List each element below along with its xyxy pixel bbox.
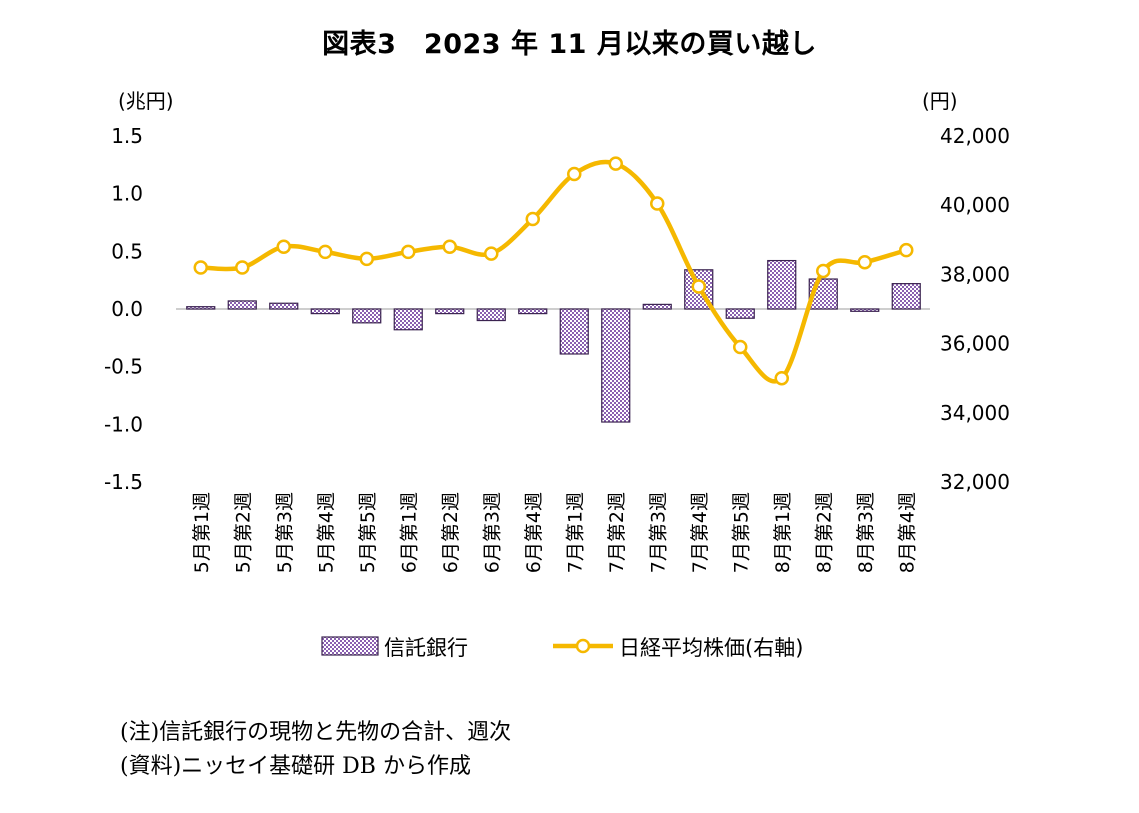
category-label: 7月第3週 [647, 492, 669, 573]
right-axis-unit: (円) [922, 89, 958, 113]
line-point [318, 244, 333, 260]
left-tick-label: -1.5 [104, 470, 143, 494]
bar [227, 300, 257, 310]
bar [269, 302, 299, 310]
left-tick-label: 1.5 [111, 124, 143, 148]
category-label: 6月第1週 [398, 492, 420, 573]
bar [767, 259, 797, 310]
left-tick-label: 0.0 [111, 297, 143, 321]
legend-bar-swatch [321, 636, 379, 656]
right-tick-label: 42,000 [940, 124, 1010, 148]
bar [393, 308, 423, 331]
category-label: 5月第3週 [274, 492, 296, 573]
line-point [401, 244, 416, 260]
legend-line-marker [575, 638, 591, 654]
bar [435, 308, 465, 315]
legend: 信託銀行 日経平均株価(右軸) [321, 636, 803, 660]
source-line: (資料)ニッセイ基礎研 DB から作成 [120, 754, 471, 779]
notes: (注)信託銀行の現物と先物の合計、週次 (資料)ニッセイ基礎研 DB から作成 [120, 716, 511, 784]
line-point [567, 166, 582, 182]
bar [186, 306, 216, 310]
left-tick-label: 0.5 [111, 239, 143, 263]
line-point [276, 239, 291, 254]
bar [601, 308, 631, 423]
left-axis-unit: (兆円) [118, 89, 174, 113]
legend-bar-label: 信託銀行 [384, 636, 468, 660]
category-label: 6月第3週 [481, 492, 503, 573]
bar [518, 308, 548, 315]
line-point [525, 211, 540, 227]
category-label: 5月第1週 [191, 492, 213, 573]
line-point [816, 263, 831, 279]
line-point [774, 370, 789, 386]
bar [891, 283, 921, 310]
right-axis-ticks: 42,000 40,000 38,000 36,000 34,000 32,000 [940, 124, 1010, 494]
category-label: 7月第5週 [730, 492, 752, 573]
left-tick-label: 1.0 [111, 182, 143, 206]
category-label: 8月第4週 [896, 492, 918, 573]
bar [725, 308, 755, 319]
left-tick-label: -1.0 [104, 412, 143, 436]
bar [310, 308, 340, 315]
category-label: 8月第1週 [772, 492, 794, 573]
category-label: 6月第4週 [523, 492, 545, 573]
line-point [733, 339, 748, 355]
line-point [193, 260, 208, 275]
category-label: 7月第2週 [606, 492, 628, 573]
category-label: 7月第1週 [564, 492, 586, 573]
line-point [442, 239, 457, 254]
bar [642, 303, 672, 310]
category-label: 5月第4週 [315, 492, 337, 573]
category-label: 8月第3週 [855, 492, 877, 573]
category-label: 7月第4週 [689, 492, 711, 573]
line-series [193, 156, 914, 386]
line-point [691, 279, 706, 294]
line-point [359, 251, 374, 267]
category-label: 5月第5週 [357, 492, 379, 573]
line-point [899, 242, 914, 258]
note-line: (注)信託銀行の現物と先物の合計、週次 [120, 720, 512, 745]
right-tick-label: 34,000 [940, 401, 1010, 425]
line-point [235, 260, 250, 275]
right-tick-label: 32,000 [940, 470, 1010, 494]
line-point [608, 156, 623, 171]
left-axis-ticks: 1.5 1.0 0.5 0.0 -0.5 -1.0 -1.5 [104, 124, 143, 494]
category-label: 5月第2週 [232, 492, 254, 573]
right-tick-label: 38,000 [940, 262, 1010, 286]
bar [352, 308, 382, 324]
line-point [650, 196, 665, 211]
right-tick-label: 36,000 [940, 332, 1010, 356]
line-path [200, 159, 907, 384]
category-label: 6月第2週 [440, 492, 462, 573]
chart-title: 図表3 2023 年 11 月以来の買い越し [322, 29, 817, 60]
bar-series [186, 259, 921, 423]
bar [850, 308, 880, 312]
left-tick-label: -0.5 [104, 355, 143, 379]
category-label: 8月第2週 [813, 492, 835, 573]
legend-line-label: 日経平均株価(右軸) [619, 636, 803, 660]
category-labels: 5月第1週 5月第2週 5月第3週 5月第4週 5月第5週 6月第1週 6月第2週 6月第3週… [191, 492, 919, 573]
line-point [857, 255, 872, 270]
line-point [484, 246, 499, 261]
right-tick-label: 40,000 [940, 193, 1010, 217]
bar [559, 308, 589, 355]
bar [476, 308, 506, 322]
